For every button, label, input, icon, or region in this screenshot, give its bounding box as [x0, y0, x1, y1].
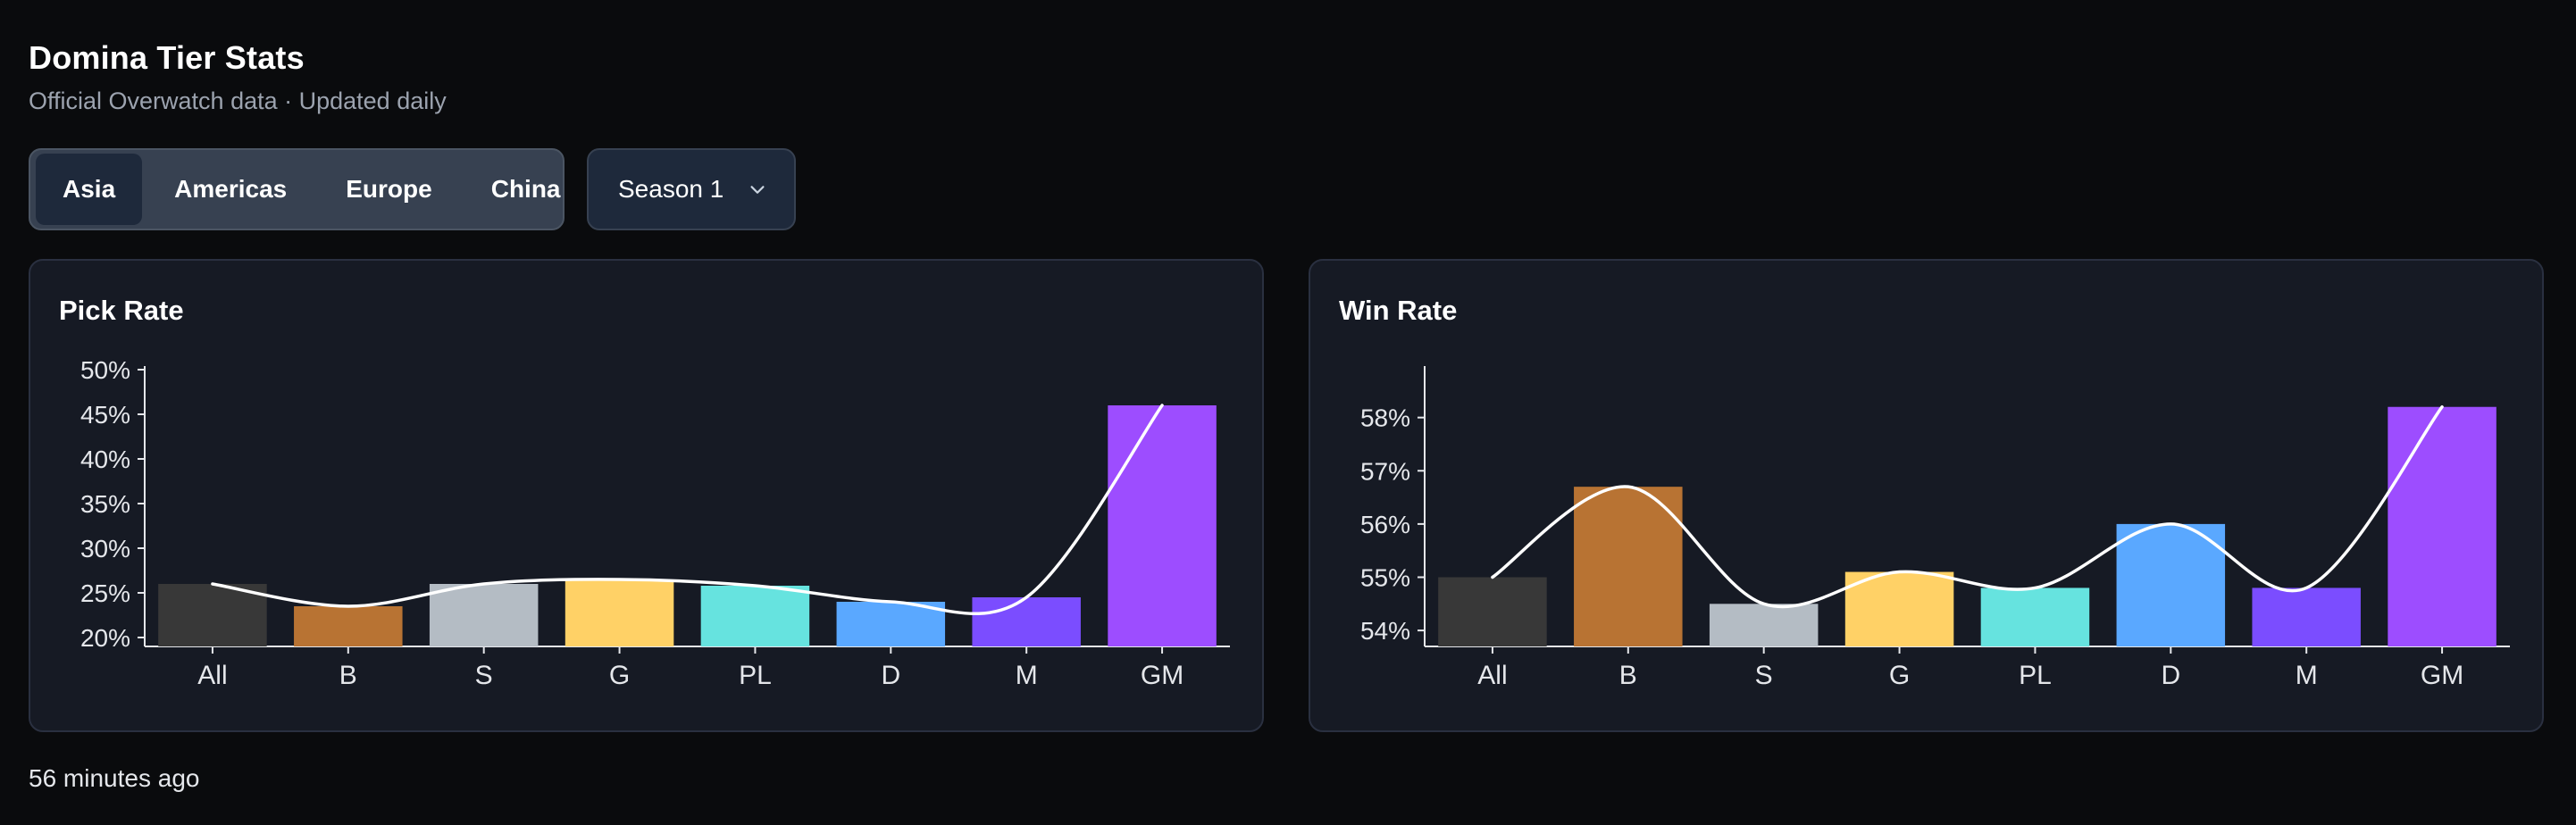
season-select-value: Season 1 [618, 175, 724, 203]
pick-rate-bar-g [565, 579, 674, 646]
win-rate-x-tick-label: D [2161, 661, 2180, 690]
win-rate-title: Win Rate [1339, 295, 1458, 326]
pick-rate-title: Pick Rate [59, 295, 184, 326]
pick-rate-x-tick-label: D [881, 661, 900, 690]
pick-rate-bar-b [294, 606, 403, 646]
win-rate-x-tick-label: PL [2019, 661, 2052, 690]
win-rate-bar-all [1438, 577, 1547, 646]
region-tabs: Asia Americas Europe China [29, 148, 565, 230]
win-rate-bar-s [1709, 604, 1819, 646]
win-rate-bar-pl [1980, 588, 2090, 646]
win-rate-bar-g [1844, 571, 1954, 646]
pick-rate-y-tick-label: 45% [80, 401, 130, 429]
pick-rate-bar-gm [1108, 405, 1217, 646]
win-rate-x-tick-label: G [1889, 661, 1910, 690]
win-rate-x-tick-label: M [2296, 661, 2318, 690]
win-rate-bar-m [2252, 588, 2361, 646]
tab-europe[interactable]: Europe [346, 175, 432, 203]
pick-rate-chart: 20% 25% 30% 35% 40% 45% 50% All B S G PL D M GM [80, 356, 1230, 690]
win-rate-y-tick-label: 57% [1360, 457, 1410, 485]
pick-rate-x-tick-label: B [339, 661, 357, 690]
season-select[interactable]: Season 1 [587, 148, 796, 230]
chevron-down-icon [750, 186, 765, 194]
win-rate-y-tick-label: 55% [1360, 564, 1410, 592]
win-rate-x-tick-label: S [1755, 661, 1773, 690]
pick-rate-y-tick-label: 50% [80, 356, 130, 384]
win-rate-trend-line [1491, 404, 2444, 609]
win-rate-bar-d [2116, 523, 2226, 646]
win-rate-x-tick-label: B [1619, 661, 1637, 690]
win-rate-y-tick-label: 54% [1360, 617, 1410, 645]
page-title: Domina Tier Stats [29, 39, 305, 76]
pick-rate-y-tick-label: 25% [80, 579, 130, 607]
pick-rate-bar-pl [700, 586, 810, 646]
pick-rate-bar-s [429, 584, 539, 646]
pick-rate-y-tick-label: 40% [80, 446, 130, 473]
pick-rate-x-tick-label: G [609, 661, 630, 690]
tab-americas[interactable]: Americas [174, 175, 288, 203]
pick-rate-x-tick-label: PL [739, 661, 772, 690]
tab-china[interactable]: China [490, 175, 561, 203]
win-rate-x-tick-label: GM [2421, 661, 2463, 690]
pick-rate-bar-m [972, 597, 1081, 646]
pick-rate-y-tick-label: 35% [80, 490, 130, 518]
last-updated: 56 minutes ago [29, 764, 200, 792]
win-rate-x-tick-label: All [1477, 661, 1507, 690]
pick-rate-bar-d [836, 602, 946, 646]
page-subtitle: Official Overwatch data · Updated daily [29, 88, 447, 114]
win-rate-y-tick-label: 56% [1360, 511, 1410, 538]
win-rate-card: Win Rate 54% 55% 56% 57% 58% All B S G PL D M GM [1309, 259, 2544, 732]
pick-rate-x-tick-label: All [197, 661, 227, 690]
pick-rate-bar-all [158, 584, 267, 646]
win-rate-bar-b [1574, 487, 1683, 646]
pick-rate-trend-line [211, 404, 1164, 615]
pick-rate-x-tick-label: M [1016, 661, 1038, 690]
win-rate-chart: 54% 55% 56% 57% 58% All B S G PL D M GM [1360, 366, 2510, 690]
pick-rate-x-tick-label: S [475, 661, 493, 690]
pick-rate-x-tick-label: GM [1141, 661, 1183, 690]
tab-asia[interactable]: Asia [36, 154, 143, 225]
win-rate-bar-gm [2388, 406, 2497, 646]
pick-rate-card: Pick Rate 20% 25% 30% 35% 40% 45% 50% All B S G PL D… [29, 259, 1264, 732]
pick-rate-y-tick-label: 20% [80, 624, 130, 652]
win-rate-y-tick-label: 58% [1360, 404, 1410, 432]
pick-rate-y-tick-label: 30% [80, 535, 130, 562]
